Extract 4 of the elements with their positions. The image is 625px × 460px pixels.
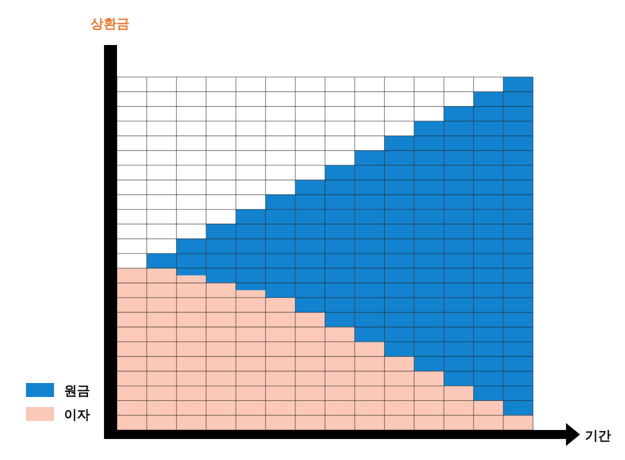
x-axis-title: 기간 — [585, 429, 611, 444]
legend-label: 원금 — [64, 384, 90, 399]
legend-label: 이자 — [64, 408, 90, 423]
y-axis-title: 상환금 — [90, 17, 130, 32]
